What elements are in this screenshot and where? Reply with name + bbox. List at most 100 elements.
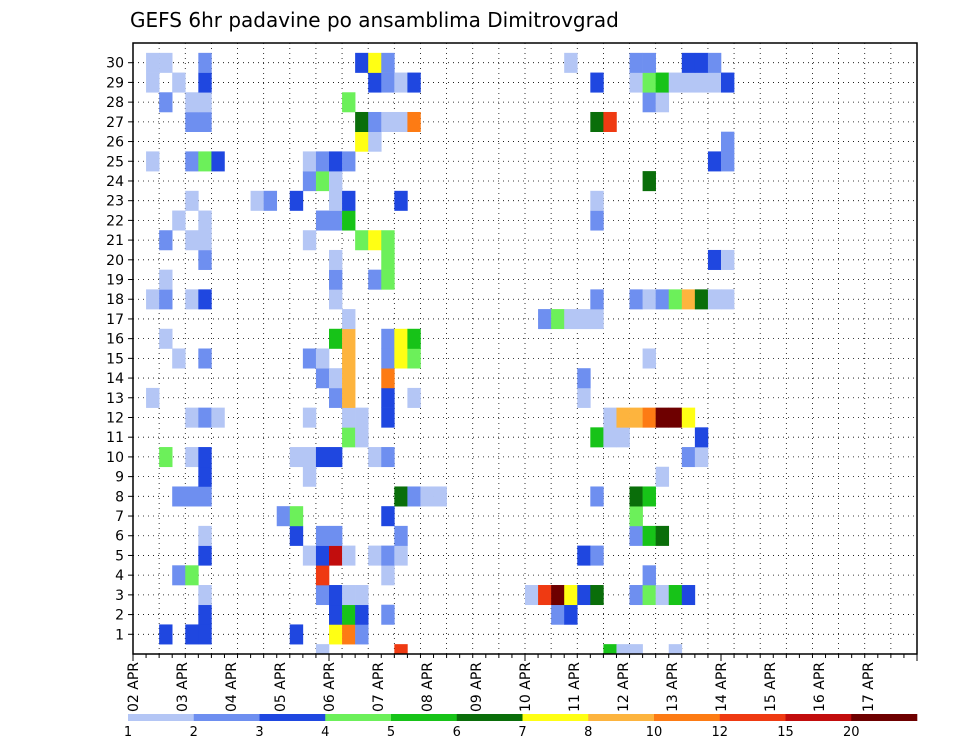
color-legend: 1 2 3 4 5 6 7 8 10 12 15 20 <box>124 714 918 740</box>
heatmap-cell <box>342 545 356 566</box>
heatmap-cell <box>394 348 408 369</box>
heatmap-cell <box>159 289 173 310</box>
heatmap-cell <box>681 407 696 428</box>
heatmap-cell <box>603 407 617 428</box>
y-tick-label: 7 <box>115 509 124 525</box>
x-tick-label: 02 APR <box>126 662 142 712</box>
heatmap-cell <box>629 506 643 527</box>
legend-label: 20 <box>843 725 860 740</box>
heatmap-cell <box>198 585 212 606</box>
heatmap-cell <box>276 506 291 527</box>
heatmap-cell <box>707 151 722 172</box>
heatmap-cell <box>185 151 199 172</box>
heatmap-cell <box>420 486 434 507</box>
heatmap-cell <box>302 230 317 251</box>
heatmap-cell <box>342 604 356 625</box>
heatmap-cell <box>185 230 199 251</box>
legend-label: 4 <box>321 725 329 740</box>
heatmap-cell <box>342 92 356 113</box>
x-tick-label: 05 APR <box>273 662 289 712</box>
y-tick-label: 13 <box>106 391 124 407</box>
heatmap-cell <box>315 644 330 654</box>
y-tick-label: 28 <box>106 95 124 111</box>
heatmap-cell <box>629 525 643 546</box>
heatmap-cell <box>564 585 578 606</box>
heatmap-cell <box>668 407 683 428</box>
y-tick-label: 1 <box>115 627 124 643</box>
legend-swatch <box>522 714 589 721</box>
heatmap-cell <box>642 348 656 369</box>
legend-swatch <box>654 714 721 721</box>
heatmap-cell <box>590 585 604 606</box>
heatmap-cell <box>315 210 330 231</box>
x-tick-label: 03 APR <box>175 662 191 712</box>
heatmap-cell <box>146 387 160 408</box>
heatmap-cell <box>368 72 382 93</box>
y-tick-label: 15 <box>106 351 124 367</box>
heatmap-cell <box>198 525 212 546</box>
heatmap-cell <box>577 585 591 606</box>
heatmap-cell <box>342 348 356 369</box>
heatmap-cell <box>381 506 395 527</box>
heatmap-cell <box>289 190 304 211</box>
heatmap-cell <box>368 131 382 152</box>
y-tick-label: 12 <box>106 410 124 426</box>
legend-swatch <box>128 714 195 721</box>
x-tick-label: 13 APR <box>665 662 681 712</box>
heatmap-cell <box>616 644 630 654</box>
heatmap-cell <box>146 151 160 172</box>
heatmap-cell <box>629 52 643 73</box>
heatmap-cell <box>159 624 173 645</box>
legend-label: 15 <box>777 725 794 740</box>
heatmap-cell <box>694 447 709 468</box>
heatmap-cell <box>172 72 186 93</box>
heatmap-cell <box>342 328 356 349</box>
heatmap-cell <box>342 624 356 645</box>
heatmap-cell <box>525 585 539 606</box>
heatmap-cell <box>642 585 656 606</box>
y-tick-label: 6 <box>115 529 124 545</box>
heatmap-cell <box>668 585 683 606</box>
heatmap-cell <box>342 309 356 330</box>
heatmap-cell <box>564 309 578 330</box>
heatmap-cell <box>289 525 304 546</box>
heatmap-cell <box>355 624 369 645</box>
heatmap-cell <box>590 486 604 507</box>
heatmap-cell <box>368 111 382 132</box>
y-tick-label: 9 <box>115 470 124 486</box>
heatmap-cell <box>329 171 343 192</box>
heatmap-cell <box>368 269 382 290</box>
legend-swatch <box>193 714 260 721</box>
heatmap-cell <box>707 249 722 270</box>
x-tick-label: 04 APR <box>224 662 240 712</box>
heatmap-cell <box>590 545 604 566</box>
heatmap-cell <box>302 545 317 566</box>
heatmap-cell <box>355 52 369 73</box>
heatmap-cell <box>289 506 304 527</box>
heatmap-cell <box>655 466 670 487</box>
grid-lines <box>133 43 917 654</box>
heatmap-cell <box>590 289 604 310</box>
heatmap-cell <box>721 72 735 93</box>
heatmap-cell <box>198 249 212 270</box>
y-tick-label: 3 <box>115 588 124 604</box>
heatmap-cell <box>407 111 421 132</box>
heatmap-cell <box>329 249 343 270</box>
heatmap-cell <box>642 289 656 310</box>
heatmap-cell <box>185 565 199 586</box>
heatmap-cell <box>721 249 735 270</box>
heatmap-cell <box>159 447 173 468</box>
heatmap-cell <box>381 111 395 132</box>
heatmap-cell <box>185 407 199 428</box>
heatmap-cell <box>250 190 264 211</box>
heatmap-cell <box>642 52 656 73</box>
heatmap-cell <box>381 249 395 270</box>
heatmap-cell <box>433 486 447 507</box>
x-tick-label: 11 APR <box>567 662 583 712</box>
y-tick-label: 4 <box>115 568 124 584</box>
heatmap-cell <box>172 486 186 507</box>
heatmap-cell <box>577 545 591 566</box>
heatmap-cell <box>538 309 552 330</box>
heatmap-cell <box>721 289 735 310</box>
heatmap-cell <box>185 92 199 113</box>
